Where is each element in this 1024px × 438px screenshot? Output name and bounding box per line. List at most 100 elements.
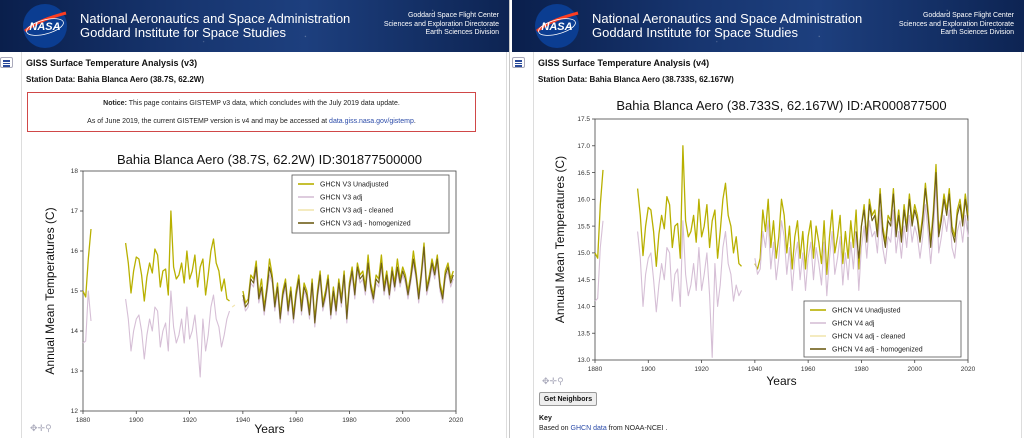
- chart-v4: Bahia Blanca Aero (38.733S, 62.167W) ID:…: [553, 98, 976, 388]
- legend-entry: GHCN V3 Unadjusted: [320, 182, 389, 189]
- x-tick-label: 1920: [182, 417, 197, 424]
- agency-name: National Aeronautics and Space Administr…: [80, 12, 350, 40]
- series-line-2: [594, 220, 604, 302]
- gistemp-link[interactable]: data.giss.nasa.gov/gistemp: [329, 118, 414, 125]
- agency-name: National Aeronautics and Space Administr…: [592, 12, 862, 40]
- y-tick-label: 17.0: [577, 143, 590, 150]
- legend-entry: GHCN V4 Unadjusted: [832, 308, 901, 315]
- y-tick-label: 14.5: [577, 277, 590, 284]
- x-tick-label: 2020: [961, 366, 976, 373]
- center-line2: Sciences and Exploration Directorate: [383, 20, 499, 28]
- y-tick-label: 13.5: [577, 330, 590, 337]
- center-name: Goddard Space Flight Center Sciences and…: [899, 12, 1014, 38]
- center-line3: Earth Sciences Division: [940, 29, 1014, 36]
- notice-after: .: [413, 118, 416, 125]
- menu-icon-bar: [515, 62, 522, 64]
- series-line-3: [231, 304, 236, 308]
- legend-entry: GHCN V3 adj - cleaned: [320, 208, 393, 215]
- y-tick-label: 15: [71, 288, 79, 295]
- y-tick-label: 13.0: [577, 357, 590, 364]
- legend-entry: GHCN V3 adj: [320, 195, 363, 202]
- chart-v3: Bahia Blanca Aero (38.7S, 62.2W) ID:3018…: [43, 152, 464, 436]
- svg-text:NASA: NASA: [541, 21, 572, 33]
- menu-button[interactable]: [0, 57, 13, 68]
- y-tick-label: 14.0: [577, 304, 590, 311]
- y-tick-label: 18: [71, 168, 79, 175]
- legend-entry: GHCN V4 adj - cleaned: [832, 334, 905, 341]
- menu-button[interactable]: [512, 57, 525, 68]
- x-tick-label: 1940: [236, 417, 251, 424]
- series-line-1: [124, 210, 230, 302]
- x-axis-label: Years: [254, 422, 284, 436]
- page-title: GISS Surface Temperature Analysis (v3): [26, 58, 198, 68]
- key-title: Key: [539, 415, 552, 422]
- header-banner: NASA National Aeronautics and Space Admi…: [0, 0, 509, 52]
- x-tick-label: 2000: [395, 417, 410, 424]
- notice-line1: Notice: This page contains GISTEMP v3 da…: [28, 100, 475, 107]
- y-tick-label: 17.5: [577, 116, 590, 123]
- y-tick-label: 15.5: [577, 223, 590, 230]
- chart-tools-icon[interactable]: ✥✛⚲: [542, 376, 564, 386]
- series-line-1: [636, 145, 742, 267]
- center-name: Goddard Space Flight Center Sciences and…: [384, 12, 499, 38]
- x-tick-label: 1980: [342, 417, 357, 424]
- right-pane: NASA National Aeronautics and Space Admi…: [512, 0, 1024, 438]
- menu-icon: [3, 60, 10, 62]
- x-tick-label: 2000: [907, 366, 922, 373]
- x-tick-label: 1940: [748, 366, 763, 373]
- chart-title: Bahia Blanca Aero (38.733S, 62.167W) ID:…: [616, 98, 946, 113]
- series-line-2: [82, 290, 92, 344]
- agency-line1: National Aeronautics and Space Administr…: [592, 11, 863, 26]
- x-tick-label: 1920: [694, 366, 709, 373]
- series-line-2: [637, 220, 742, 358]
- legend-box: [291, 174, 450, 234]
- x-tick-label: 1960: [289, 417, 304, 424]
- x-tick-label: 1960: [801, 366, 816, 373]
- agency-line2: Goddard Institute for Space Studies: [80, 25, 286, 40]
- menu-icon-bar: [3, 65, 10, 67]
- nasa-logo-icon[interactable]: NASA: [534, 3, 580, 49]
- center-line3: Earth Sciences Division: [425, 29, 499, 36]
- content-border-right: [506, 52, 507, 438]
- notice-text1: This page contains GISTEMP v3 data, whic…: [126, 100, 400, 107]
- station-label: Station Data: Bahia Blanca Aero (38.733S…: [538, 75, 734, 84]
- left-pane: NASA National Aeronautics and Space Admi…: [0, 0, 510, 438]
- agency-line1: National Aeronautics and Space Administr…: [80, 11, 351, 26]
- content-border: [533, 52, 534, 438]
- y-tick-label: 15.0: [577, 250, 590, 257]
- legend-entry: GHCN V3 adj - homogenized: [320, 221, 411, 228]
- x-axis-label: Years: [766, 374, 796, 388]
- nasa-logo-icon[interactable]: NASA: [22, 3, 68, 49]
- key-suffix: from NOAA-NCEI .: [606, 425, 668, 432]
- menu-icon-bar: [515, 65, 522, 67]
- series-line-2: [125, 290, 231, 378]
- chart-tools-icon[interactable]: ✥✛⚲: [30, 423, 52, 433]
- center-line1: Goddard Space Flight Center: [922, 12, 1014, 19]
- key-text: Based on GHCN data from NOAA-NCEI .: [539, 425, 667, 432]
- x-tick-label: 1900: [129, 417, 144, 424]
- header-banner: NASA National Aeronautics and Space Admi…: [512, 0, 1024, 52]
- page-title: GISS Surface Temperature Analysis (v4): [538, 58, 710, 68]
- legend-entry: GHCN V4 adj - homogenized: [832, 347, 923, 354]
- ghcn-data-link[interactable]: GHCN data: [570, 425, 607, 432]
- y-axis-label: Annual Mean Temperatures (C): [553, 156, 567, 323]
- content-border: [21, 52, 22, 438]
- y-tick-label: 16.5: [577, 170, 590, 177]
- get-neighbors-button[interactable]: Get Neighbors: [539, 392, 597, 406]
- station-label: Station Data: Bahia Blanca Aero (38.7S, …: [26, 75, 204, 84]
- series-line-4: [242, 246, 454, 324]
- notice-box: Notice: This page contains GISTEMP v3 da…: [27, 92, 476, 132]
- x-tick-label: 2020: [449, 417, 464, 424]
- content-border-right: [1021, 52, 1022, 438]
- y-tick-label: 14: [71, 328, 79, 335]
- menu-icon-bar: [3, 62, 10, 64]
- y-tick-label: 13: [71, 368, 79, 375]
- center-line2: Sciences and Exploration Directorate: [898, 20, 1014, 28]
- center-line1: Goddard Space Flight Center: [407, 12, 499, 19]
- x-tick-label: 1980: [854, 366, 869, 373]
- legend-box: [803, 300, 962, 358]
- notice-label: Notice:: [103, 100, 127, 107]
- y-tick-label: 16.0: [577, 197, 590, 204]
- chart-title: Bahia Blanca Aero (38.7S, 62.2W) ID:3018…: [117, 152, 422, 167]
- x-tick-label: 1880: [76, 417, 91, 424]
